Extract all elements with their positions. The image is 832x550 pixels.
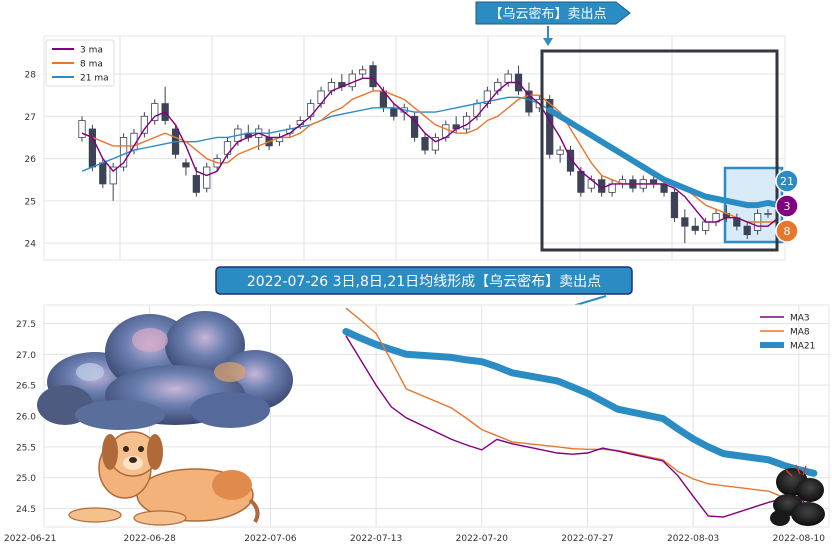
bottom-x-tick-label: 2022-07-06	[244, 534, 297, 544]
bottom-legend: MA3 MA8 MA21	[760, 314, 815, 352]
candle-body	[556, 149, 564, 155]
bottom-x-axis: 2022-06-21 2022-06-28 2022-07-06 2022-07-13…	[4, 534, 825, 544]
candle-body	[431, 137, 440, 151]
candle-body	[525, 90, 533, 113]
candle-body	[743, 225, 751, 236]
candle-body	[369, 65, 377, 88]
bottom-x-tick-label: 2022-07-27	[561, 534, 613, 544]
top-legend: 3 ma 8 ma 21 ma	[45, 39, 115, 87]
dark-cloud-image	[770, 464, 825, 526]
bottom-y-tick-label: 25.0	[16, 474, 36, 484]
candle-body	[681, 217, 689, 227]
candle-body	[764, 213, 772, 215]
candle-body	[702, 221, 710, 231]
top-banner-shape	[475, 1, 631, 25]
candle-body	[359, 69, 367, 75]
top-y-tick-label: 25	[25, 197, 36, 207]
candle-body	[421, 137, 429, 151]
caption-text: 2022-07-26 3日,8日,21日均线形成【乌云密布】卖出点	[247, 273, 601, 290]
top-y-tick-label: 26	[25, 155, 37, 165]
bottom-x-tick-label: 2022-06-28	[124, 534, 177, 544]
candle-body	[670, 191, 679, 219]
bottom-x-tick-label: 2022-07-13	[350, 534, 402, 544]
bottom-y-tick-label: 24.5	[16, 505, 36, 515]
bottom-x-tick-label: 2022-07-20	[456, 534, 509, 544]
bottom-y-tick-label: 26.5	[16, 382, 36, 392]
bottom-y-tick-label: 27.0	[16, 351, 36, 361]
badge-21-label: 21	[780, 175, 794, 188]
top-y-tick-label: 28	[25, 71, 37, 81]
bottom-x-tick-label: 2022-08-03	[667, 534, 719, 544]
bottom-ma8-line	[345, 307, 815, 512]
top-ma3-line	[81, 77, 779, 227]
dog-image	[68, 431, 260, 526]
bottom-y-axis: 24.5 25.0 25.5 26.0 26.5 27.0 27.5	[16, 320, 36, 515]
candle-body	[88, 128, 97, 168]
legend-b-ma21-label: MA21	[790, 342, 815, 352]
candle-body	[140, 115, 148, 134]
badge-8-label: 8	[784, 225, 791, 238]
candle-body	[119, 137, 128, 168]
bottom-x-tick-label: 2022-06-21	[4, 534, 56, 544]
bottom-ma3-line	[345, 335, 815, 518]
top-plot-area	[43, 35, 786, 261]
candle-body	[390, 107, 398, 117]
candle-body	[691, 225, 699, 231]
candle-body	[410, 115, 419, 138]
candle-body	[203, 166, 211, 189]
bottom-x-tick-label: 2022-08-10	[773, 534, 826, 544]
top-chart: 24 25 26 27 28 3 ma 8 ma 21 ma 21 3 8	[25, 35, 799, 261]
dark-cloud-box	[540, 49, 779, 252]
candle-body	[348, 73, 356, 88]
candle-body	[577, 170, 585, 193]
candle-body	[151, 103, 159, 121]
ma21-highlight-line	[546, 107, 782, 209]
candle-body	[182, 162, 190, 168]
storm-cloud-image	[37, 311, 293, 430]
bottom-y-tick-label: 27.5	[16, 320, 36, 330]
top-banner: 【乌云密布】卖出点	[475, 1, 631, 25]
badge-21: 21	[775, 169, 799, 193]
legend-ma8-label: 8 ma	[80, 60, 103, 70]
top-y-axis: 24 25 26 27 28	[25, 71, 37, 250]
badge-8: 8	[775, 219, 799, 243]
candle-body	[566, 149, 575, 172]
badge-3-label: 3	[784, 200, 791, 213]
bottom-y-tick-label: 26.0	[16, 413, 36, 423]
legend-b-ma8-label: MA8	[790, 328, 810, 338]
candle-body	[192, 175, 200, 193]
down-arrow-icon	[543, 26, 553, 46]
badge-3: 3	[775, 194, 799, 218]
legend-ma3-label: 3 ma	[80, 46, 103, 56]
candle-body	[99, 162, 107, 185]
top-legend-box	[45, 39, 115, 87]
top-y-tick-label: 24	[25, 240, 37, 250]
top-y-tick-label: 27	[25, 113, 36, 123]
caption: 2022-07-26 3日,8日,21日均线形成【乌云密布】卖出点	[215, 266, 633, 295]
caption-box	[215, 266, 633, 295]
bottom-y-tick-label: 25.5	[16, 443, 36, 453]
candle-body	[109, 166, 117, 185]
bottom-ma21-line	[342, 328, 818, 477]
candle-body	[78, 120, 86, 138]
candle-body	[504, 73, 512, 83]
top-banner-text: 【乌云密布】卖出点	[489, 6, 606, 22]
legend-b-ma3-label: MA3	[790, 314, 810, 324]
legend-ma21-label: 21 ma	[80, 74, 109, 84]
